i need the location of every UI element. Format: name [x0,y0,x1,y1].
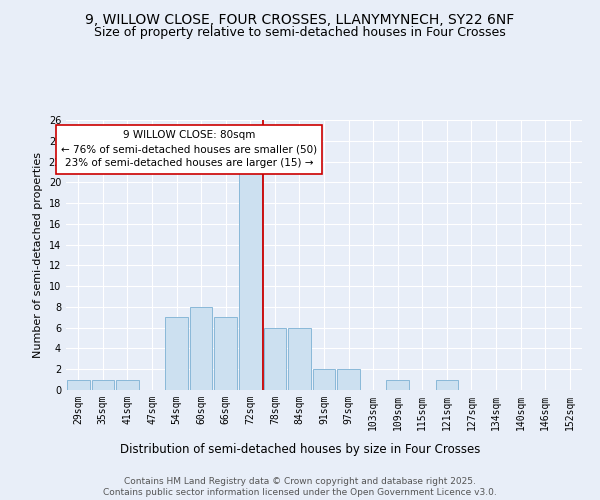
Bar [165,318,188,390]
Bar [288,328,311,390]
Y-axis label: Number of semi-detached properties: Number of semi-detached properties [33,152,43,358]
Bar [386,380,409,390]
Text: Size of property relative to semi-detached houses in Four Crosses: Size of property relative to semi-detach… [94,26,506,39]
Bar [116,380,139,390]
Bar [239,130,262,390]
Text: Contains HM Land Registry data © Crown copyright and database right 2025.
Contai: Contains HM Land Registry data © Crown c… [103,478,497,497]
Text: Distribution of semi-detached houses by size in Four Crosses: Distribution of semi-detached houses by … [120,442,480,456]
Bar [263,328,286,390]
Bar [337,369,360,390]
Bar [190,307,212,390]
Bar [313,369,335,390]
Bar [92,380,114,390]
Text: 9, WILLOW CLOSE, FOUR CROSSES, LLANYMYNECH, SY22 6NF: 9, WILLOW CLOSE, FOUR CROSSES, LLANYMYNE… [85,12,515,26]
Text: 9 WILLOW CLOSE: 80sqm
← 76% of semi-detached houses are smaller (50)
23% of semi: 9 WILLOW CLOSE: 80sqm ← 76% of semi-deta… [61,130,317,168]
Bar [436,380,458,390]
Bar [67,380,89,390]
Bar [214,318,237,390]
